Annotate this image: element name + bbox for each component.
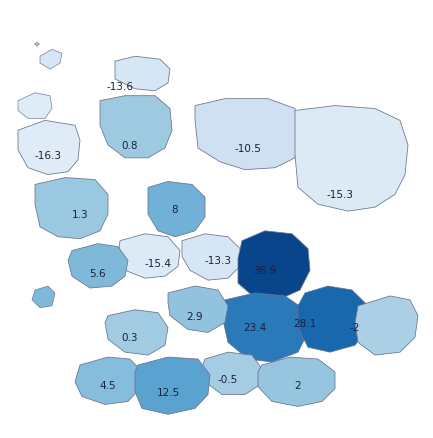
Polygon shape bbox=[222, 293, 308, 362]
Text: -2: -2 bbox=[350, 323, 360, 333]
Polygon shape bbox=[355, 296, 418, 355]
Polygon shape bbox=[115, 57, 170, 92]
Polygon shape bbox=[75, 357, 142, 405]
Polygon shape bbox=[295, 106, 408, 212]
Polygon shape bbox=[118, 234, 180, 279]
Polygon shape bbox=[148, 182, 205, 237]
Text: -15.3: -15.3 bbox=[326, 190, 353, 200]
Text: -16.3: -16.3 bbox=[35, 151, 61, 160]
Text: 8: 8 bbox=[172, 205, 178, 215]
Text: 5.6: 5.6 bbox=[90, 268, 107, 279]
Text: 23.4: 23.4 bbox=[243, 323, 267, 333]
Text: -13.6: -13.6 bbox=[107, 81, 133, 92]
Polygon shape bbox=[40, 50, 62, 70]
Polygon shape bbox=[18, 94, 52, 119]
Polygon shape bbox=[182, 234, 242, 280]
Text: ✤: ✤ bbox=[34, 41, 40, 47]
Text: -0.5: -0.5 bbox=[218, 374, 238, 384]
Polygon shape bbox=[238, 231, 310, 300]
Text: 12.5: 12.5 bbox=[156, 387, 180, 397]
Polygon shape bbox=[135, 357, 210, 414]
Polygon shape bbox=[168, 286, 228, 333]
Polygon shape bbox=[18, 121, 80, 175]
Text: 1.3: 1.3 bbox=[72, 210, 88, 219]
Polygon shape bbox=[258, 357, 335, 406]
Polygon shape bbox=[32, 286, 55, 308]
Polygon shape bbox=[202, 352, 262, 395]
Polygon shape bbox=[195, 99, 298, 170]
Text: 0.8: 0.8 bbox=[122, 141, 138, 151]
Text: -15.4: -15.4 bbox=[145, 259, 171, 269]
Polygon shape bbox=[68, 244, 128, 288]
Polygon shape bbox=[105, 310, 168, 355]
Text: -10.5: -10.5 bbox=[235, 144, 262, 154]
Polygon shape bbox=[35, 178, 108, 239]
Text: 2.9: 2.9 bbox=[187, 311, 204, 321]
Polygon shape bbox=[298, 286, 368, 352]
Text: 2: 2 bbox=[295, 380, 301, 390]
Text: 36.9: 36.9 bbox=[253, 266, 277, 276]
Text: -13.3: -13.3 bbox=[204, 256, 232, 266]
Text: 4.5: 4.5 bbox=[100, 380, 116, 390]
Text: 0.3: 0.3 bbox=[122, 332, 138, 343]
Polygon shape bbox=[100, 96, 172, 159]
Text: 28.1: 28.1 bbox=[294, 318, 317, 328]
